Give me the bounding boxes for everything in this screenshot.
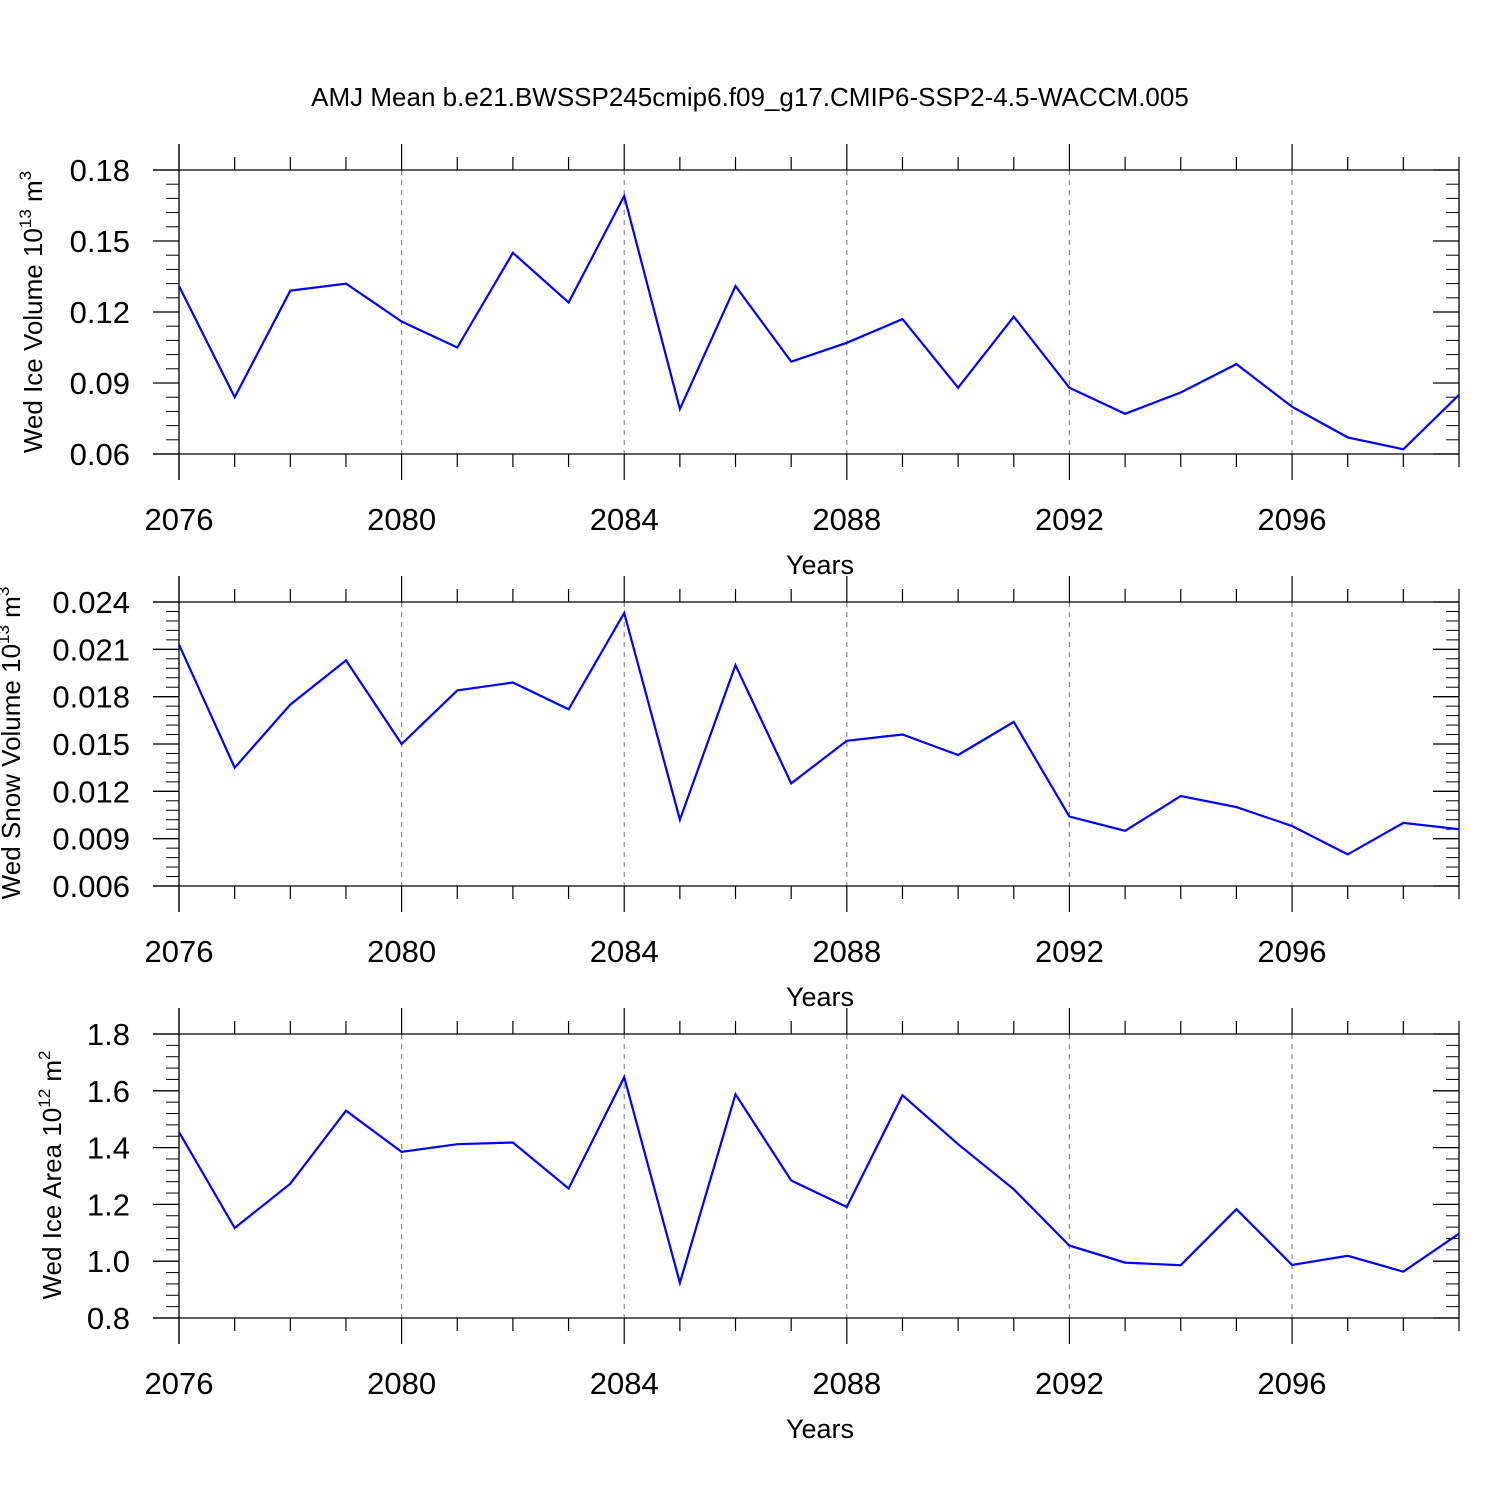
snow-volume-x-axis-label: Years — [786, 982, 854, 1012]
ice-volume-y-tick-label: 0.06 — [70, 437, 130, 472]
snow-volume-y-tick-label: 0.012 — [52, 774, 130, 809]
ice-area-x-tick-label: 2084 — [590, 1366, 659, 1401]
snow-volume-plot-area: 0.006 0.009 0.012 0.015 0.018 0.021 0.024 2076 2… — [52, 576, 1460, 969]
ice-area-x-axis-label: Years — [786, 1414, 854, 1444]
snow-volume-x-tick-label: 2076 — [145, 934, 214, 969]
ice-volume-x-tick-label: 2080 — [367, 502, 436, 537]
snow-volume-x-tick-label: 2080 — [367, 934, 436, 969]
ice-volume-panel: 0.06 0.09 0.12 0.15 0.18 2076 2080 2084 2088 2092… — [16, 144, 1460, 580]
ice-area-series-line — [178, 1074, 1460, 1287]
ice-volume-y-axis-label: Wed Ice Volume 1013 m3 — [16, 171, 48, 453]
ice-area-y-tick-label: 1.6 — [87, 1074, 130, 1109]
ice-area-y-tick-label: 0.8 — [87, 1301, 130, 1336]
ice-volume-y-tick-label: 0.18 — [70, 153, 130, 188]
ice-area-y-tick-label: 1.0 — [87, 1244, 130, 1279]
ice-area-y-tick-label: 1.2 — [87, 1187, 130, 1222]
ice-area-x-tick-label: 2076 — [145, 1366, 214, 1401]
ice-volume-series-line — [178, 192, 1460, 451]
ice-volume-x-tick-label: 2084 — [590, 502, 659, 537]
ice-area-panel: 0.8 1.0 1.2 1.4 1.6 1.8 2076 2080 2084 2088 2092 20… — [35, 1008, 1460, 1444]
snow-volume-x-tick-label: 2092 — [1035, 934, 1104, 969]
ice-area-y-tick-label: 1.8 — [87, 1017, 130, 1052]
snow-volume-x-tick-label: 2084 — [590, 934, 659, 969]
snow-volume-y-tick-label: 0.021 — [52, 632, 130, 667]
ice-area-y-tick-label: 1.4 — [87, 1131, 130, 1166]
ice-area-plot-area: 0.8 1.0 1.2 1.4 1.6 1.8 2076 2080 2084 2088 2092 20… — [87, 1008, 1460, 1401]
snow-volume-y-tick-label: 0.015 — [52, 727, 130, 762]
snow-volume-panel: 0.006 0.009 0.012 0.015 0.018 0.021 0.024 2076 2… — [0, 576, 1460, 1012]
snow-volume-y-tick-label: 0.018 — [52, 680, 130, 715]
ice-volume-x-tick-label: 2096 — [1258, 502, 1327, 537]
ice-volume-y-tick-label: 0.09 — [70, 366, 130, 401]
ice-area-y-axis-label: Wed Ice Area 1012 m2 — [35, 1050, 67, 1299]
ice-volume-x-tick-label: 2088 — [812, 502, 881, 537]
ice-volume-y-tick-label: 0.12 — [70, 295, 130, 330]
ice-volume-y-tick-label: 0.15 — [70, 224, 130, 259]
snow-volume-x-tick-label: 2088 — [812, 934, 881, 969]
snow-volume-series-line — [177, 610, 1460, 856]
ice-area-x-tick-label: 2096 — [1258, 1366, 1327, 1401]
ice-area-x-tick-label: 2088 — [812, 1366, 881, 1401]
snow-volume-y-tick-label: 0.009 — [52, 822, 130, 857]
ice-area-x-tick-label: 2080 — [367, 1366, 436, 1401]
chart-title: AMJ Mean b.e21.BWSSP245cmip6.f09_g17.CMI… — [311, 82, 1189, 112]
ice-volume-x-tick-label: 2092 — [1035, 502, 1104, 537]
ice-area-x-tick-label: 2092 — [1035, 1366, 1104, 1401]
ice-volume-x-axis-label: Years — [786, 550, 854, 580]
snow-volume-y-tick-label: 0.006 — [52, 869, 130, 904]
snow-volume-y-tick-label: 0.024 — [52, 585, 130, 620]
snow-volume-y-axis-label: Wed Snow Volume 1013 m3 — [0, 587, 26, 900]
ice-volume-x-tick-label: 2076 — [145, 502, 214, 537]
ice-volume-plot-area: 0.06 0.09 0.12 0.15 0.18 2076 2080 2084 2088 2092… — [70, 144, 1460, 537]
snow-volume-x-tick-label: 2096 — [1258, 934, 1327, 969]
